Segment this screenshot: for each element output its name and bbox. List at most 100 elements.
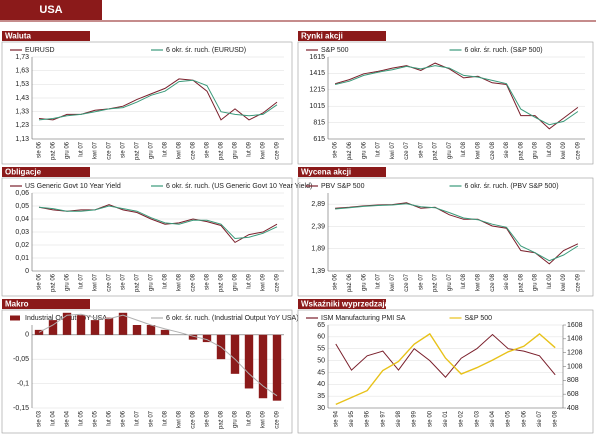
y-tick-label: 0,06 (15, 190, 29, 197)
panel-title-bar (298, 299, 386, 309)
y-tick-label: 0 (25, 332, 29, 339)
panel-frame (297, 41, 594, 165)
x-tick-label: paź 06 (347, 273, 353, 292)
bar (160, 329, 170, 335)
x-tick-label: sie 07 (418, 273, 424, 290)
x-tick-label: sie 06 (333, 141, 339, 158)
y2-tick-label: 808 (567, 377, 579, 384)
x-tick-label: lut 09 (547, 141, 553, 156)
x-tick-label: lut 08 (461, 273, 467, 288)
series-line (38, 79, 278, 121)
y-tick-label: 1,23 (15, 122, 29, 129)
x-tick-label: sie 99 (412, 410, 418, 427)
series-line (335, 332, 556, 406)
y-tick-label: 2,39 (311, 223, 325, 230)
panel-frame (297, 309, 594, 434)
header-box (0, 0, 102, 20)
x-tick-label: cze 09 (275, 273, 281, 291)
y-tick-label: -0,05 (13, 356, 29, 363)
x-tick-label: lut 07 (79, 273, 85, 288)
y-tick-label: 0,05 (15, 203, 29, 210)
x-tick-label: sie 01 (443, 410, 449, 427)
x-tick-label: gru 06 (65, 273, 71, 291)
panel-title: Obligacje (5, 168, 42, 177)
y2-tick-label: 608 (567, 391, 579, 398)
y-tick-label: 1,63 (15, 68, 29, 75)
x-tick-label: sie 08 (504, 273, 510, 290)
x-tick-label: sie 07 (537, 410, 543, 427)
bar (104, 317, 114, 335)
x-tick-label: lut 07 (376, 141, 382, 156)
panel-title: Makro (5, 300, 29, 309)
x-tick-label: cze 07 (404, 273, 410, 291)
x-tick-label: cze 09 (275, 410, 281, 428)
series-line (335, 333, 556, 378)
header-title: USA (39, 4, 62, 16)
x-tick-label: kwi 09 (261, 273, 267, 291)
x-tick-label: kwi 07 (390, 141, 396, 159)
panel-title: Wskaźniki wyprzedzające (301, 300, 398, 309)
y2-tick-label: 1408 (567, 336, 583, 343)
bar (90, 320, 100, 335)
bar (62, 312, 72, 335)
panel-title-bar (2, 31, 90, 41)
legend-label: 6 okr. śr. ruch. (EURUSD) (166, 47, 246, 54)
x-tick-label: cze 08 (490, 273, 496, 291)
x-tick-label: sie 06 (37, 141, 43, 158)
bar (230, 334, 240, 374)
x-tick-label: cze 09 (275, 141, 281, 159)
x-tick-label: sie 02 (459, 410, 465, 427)
x-tick-label: cze 08 (191, 141, 197, 159)
legend-label: 6 okr. śr. ruch. (S&P 500) (465, 47, 543, 54)
y-tick-label: 1615 (309, 54, 325, 61)
x-tick-label: cze 08 (191, 410, 197, 428)
x-tick-label: sie 04 (65, 410, 71, 427)
x-tick-label: gru 08 (233, 273, 239, 291)
x-tick-label: gru 06 (65, 141, 71, 159)
y-tick-label: 1215 (309, 87, 325, 94)
x-tick-label: paź 08 (518, 273, 524, 292)
series-line (334, 65, 579, 126)
bar (272, 334, 282, 401)
x-tick-label: cze 08 (191, 273, 197, 291)
x-tick-label: cze 08 (490, 141, 496, 159)
x-tick-label: gru 08 (533, 141, 539, 159)
x-tick-label: kwi 07 (93, 273, 99, 291)
x-tick-label: cze 09 (575, 273, 581, 291)
x-tick-label: lut 09 (547, 273, 553, 288)
legend-label: ISM Manufacturing PMI SA (321, 315, 406, 322)
x-tick-label: lut 05 (79, 410, 85, 425)
y-tick-label: 1,73 (15, 54, 29, 61)
x-tick-label: gru 06 (361, 141, 367, 159)
x-tick-label: gru 08 (233, 141, 239, 159)
x-tick-label: kwi 07 (390, 273, 396, 291)
y-tick-label: 1,89 (311, 246, 325, 253)
x-tick-label: gru 07 (447, 273, 453, 291)
x-tick-label: kwi 09 (561, 141, 567, 159)
y-tick-label: 0 (25, 268, 29, 275)
bar (244, 334, 254, 389)
x-tick-label: kwi 08 (177, 273, 183, 291)
x-tick-label: paź 07 (433, 273, 439, 292)
x-tick-label: lut 08 (461, 141, 467, 156)
x-tick-label: kwi 07 (93, 141, 99, 159)
x-tick-label: gru 07 (149, 273, 155, 291)
x-tick-label: sie 98 (396, 410, 402, 427)
x-tick-label: paź 08 (219, 410, 225, 429)
panel-title-bar (298, 31, 386, 41)
y-tick-label: 40 (317, 381, 325, 388)
x-tick-label: kwi 08 (177, 141, 183, 159)
x-tick-label: lut 08 (163, 141, 169, 156)
x-tick-label: sie 07 (121, 273, 127, 290)
series-line (38, 205, 278, 240)
x-tick-label: paź 07 (135, 141, 141, 160)
panel-frame (1, 41, 293, 165)
y-tick-label: 0,01 (15, 255, 29, 262)
bar (202, 334, 212, 343)
y-tick-label: 815 (313, 119, 325, 126)
x-tick-label: lut 08 (163, 410, 169, 425)
x-tick-label: sie 05 (93, 410, 99, 427)
y-tick-label: -0,15 (13, 405, 29, 412)
panel-title-bar (2, 299, 90, 309)
